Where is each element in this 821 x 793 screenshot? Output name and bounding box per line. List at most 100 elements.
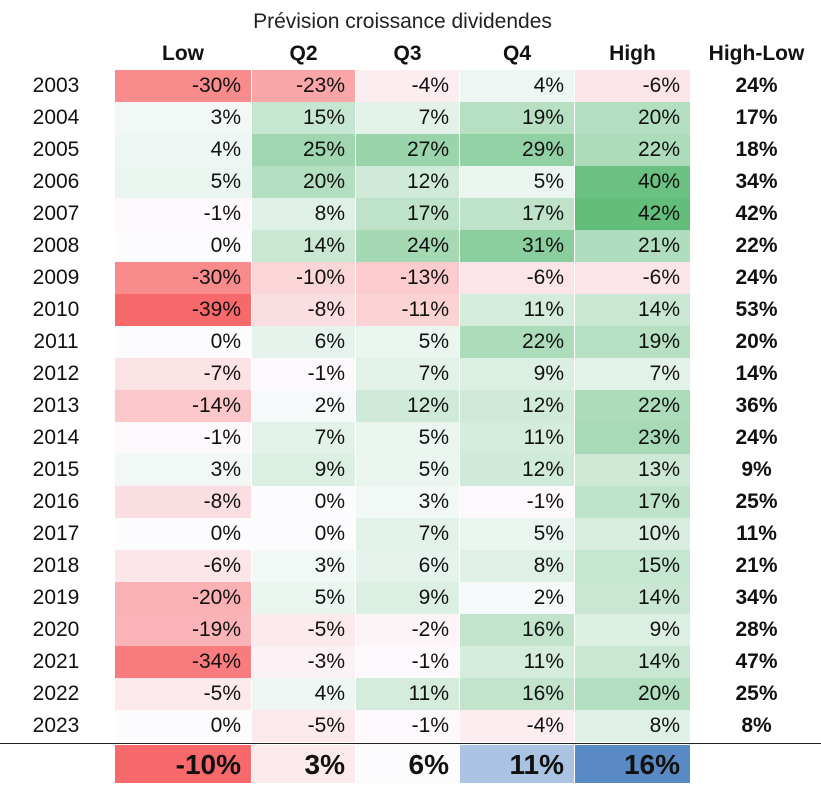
high-low-cell: 22%: [735, 234, 778, 257]
value-cell-q2: 2%: [252, 390, 355, 422]
value-cell-q4: 11%: [460, 422, 574, 454]
average-cell-q3: 6%: [356, 745, 459, 783]
high-low-cell: 20%: [735, 330, 778, 353]
high-low-cell: 24%: [735, 426, 778, 449]
high-low-cell: 47%: [735, 650, 778, 673]
value-cell-low: 3%: [115, 454, 251, 486]
value-cell-q4: 8%: [460, 550, 574, 582]
value-cell-high: 13%: [575, 454, 690, 486]
year-label: 2012: [32, 362, 80, 385]
high-low-cell: 9%: [741, 458, 772, 481]
value-cell-q4: 16%: [460, 614, 574, 646]
value-cell-q3: 6%: [356, 550, 459, 582]
average-separator-line: [0, 743, 821, 744]
value-cell-q2: 8%: [252, 198, 355, 230]
average-cell-q2: 3%: [252, 745, 355, 783]
value-cell-q4: 5%: [460, 166, 574, 198]
high-low-cell: 42%: [735, 202, 778, 225]
value-cell-q2: -23%: [252, 70, 355, 102]
value-cell-q4: 4%: [460, 70, 574, 102]
value-cell-high: 7%: [575, 358, 690, 390]
value-cell-q3: -4%: [356, 70, 459, 102]
value-cell-low: -5%: [115, 678, 251, 710]
value-cell-q4: 11%: [460, 294, 574, 326]
high-low-cell: 25%: [735, 490, 778, 513]
value-cell-low: -1%: [115, 422, 251, 454]
value-cell-q3: 12%: [356, 390, 459, 422]
value-cell-q4: 17%: [460, 198, 574, 230]
year-label: 2023: [32, 714, 80, 737]
value-cell-q4: 22%: [460, 326, 574, 358]
table-title: Prévision croissance dividendes: [253, 10, 552, 33]
value-cell-low: 0%: [115, 326, 251, 358]
value-cell-q4: 29%: [460, 134, 574, 166]
value-cell-q3: 5%: [356, 422, 459, 454]
value-cell-high: 21%: [575, 230, 690, 262]
value-cell-q2: 9%: [252, 454, 355, 486]
value-cell-q2: 5%: [252, 582, 355, 614]
column-header-high: High: [609, 42, 656, 65]
value-cell-q2: -5%: [252, 614, 355, 646]
column-header-q3: Q3: [393, 42, 422, 65]
value-cell-low: 0%: [115, 230, 251, 262]
high-low-cell: 18%: [735, 138, 778, 161]
high-low-cell: 21%: [735, 554, 778, 577]
value-cell-q2: -5%: [252, 710, 355, 742]
value-cell-q4: -4%: [460, 710, 574, 742]
high-low-cell: 24%: [735, 266, 778, 289]
value-cell-low: -20%: [115, 582, 251, 614]
average-cell-low: -10%: [115, 745, 251, 783]
value-cell-q2: -10%: [252, 262, 355, 294]
value-cell-high: 14%: [575, 582, 690, 614]
high-low-cell: 25%: [735, 682, 778, 705]
year-label: 2018: [32, 554, 80, 577]
value-cell-low: -34%: [115, 646, 251, 678]
value-cell-low: -7%: [115, 358, 251, 390]
high-low-cell: 34%: [735, 586, 778, 609]
year-label: 2003: [32, 74, 80, 97]
value-cell-q3: 24%: [356, 230, 459, 262]
high-low-cell: 36%: [735, 394, 778, 417]
value-cell-high: 9%: [575, 614, 690, 646]
value-cell-high: 20%: [575, 678, 690, 710]
year-label: 2015: [32, 458, 80, 481]
year-label: 2009: [32, 266, 80, 289]
value-cell-q4: 2%: [460, 582, 574, 614]
value-cell-low: -14%: [115, 390, 251, 422]
value-cell-high: 8%: [575, 710, 690, 742]
value-cell-low: -6%: [115, 550, 251, 582]
value-cell-high: -6%: [575, 262, 690, 294]
year-label: 2010: [32, 298, 80, 321]
value-cell-q3: 3%: [356, 486, 459, 518]
value-cell-q3: 5%: [356, 454, 459, 486]
value-cell-q4: 11%: [460, 646, 574, 678]
value-cell-q3: 7%: [356, 102, 459, 134]
value-cell-q2: 3%: [252, 550, 355, 582]
high-low-cell: 11%: [736, 522, 777, 545]
value-cell-q4: 16%: [460, 678, 574, 710]
value-cell-q4: -1%: [460, 486, 574, 518]
year-label: 2020: [32, 618, 80, 641]
year-label: 2006: [32, 170, 80, 193]
column-header-low: Low: [162, 42, 204, 65]
year-label: 2019: [32, 586, 80, 609]
year-label: 2021: [32, 650, 80, 673]
value-cell-q3: 17%: [356, 198, 459, 230]
value-cell-high: 40%: [575, 166, 690, 198]
year-label: 2004: [32, 106, 80, 129]
value-cell-low: -30%: [115, 262, 251, 294]
value-cell-low: -30%: [115, 70, 251, 102]
value-cell-high: 19%: [575, 326, 690, 358]
value-cell-q3: -1%: [356, 646, 459, 678]
value-cell-low: 0%: [115, 518, 251, 550]
value-cell-q2: 25%: [252, 134, 355, 166]
value-cell-low: 5%: [115, 166, 251, 198]
value-cell-q2: -8%: [252, 294, 355, 326]
value-cell-low: -8%: [115, 486, 251, 518]
value-cell-q4: 12%: [460, 454, 574, 486]
high-low-cell: 34%: [735, 170, 778, 193]
value-cell-q4: 19%: [460, 102, 574, 134]
value-cell-q2: 14%: [252, 230, 355, 262]
year-label: 2013: [32, 394, 80, 417]
year-label: 2007: [32, 202, 80, 225]
